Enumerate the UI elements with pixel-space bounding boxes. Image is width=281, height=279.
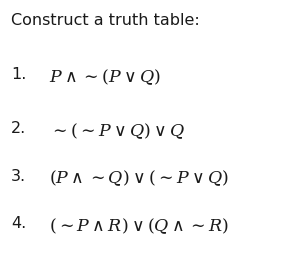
Text: 1.: 1. <box>11 67 27 82</box>
Text: 4.: 4. <box>11 216 26 231</box>
Text: Construct a truth table:: Construct a truth table: <box>11 13 200 28</box>
Text: $({\sim}P \wedge R) \vee (Q \wedge {\sim}R)$: $({\sim}P \wedge R) \vee (Q \wedge {\sim… <box>49 216 229 236</box>
Text: 2.: 2. <box>11 121 26 136</box>
Text: $P \wedge {\sim}(P \vee Q)$: $P \wedge {\sim}(P \vee Q)$ <box>49 67 161 87</box>
Text: 3.: 3. <box>11 169 26 184</box>
Text: $(P \wedge {\sim}Q) \vee ({\sim}P \vee Q)$: $(P \wedge {\sim}Q) \vee ({\sim}P \vee Q… <box>49 169 229 189</box>
Text: ${\sim}({\sim}P \vee Q) \vee Q$: ${\sim}({\sim}P \vee Q) \vee Q$ <box>49 121 185 141</box>
